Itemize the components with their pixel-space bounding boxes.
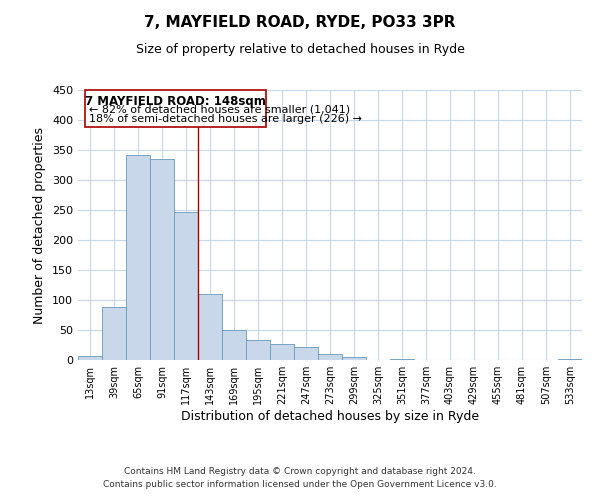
FancyBboxPatch shape [85,90,266,127]
Text: Contains HM Land Registry data © Crown copyright and database right 2024.: Contains HM Land Registry data © Crown c… [124,467,476,476]
Bar [198,294,222,360]
Y-axis label: Number of detached properties: Number of detached properties [34,126,46,324]
Text: 7 MAYFIELD ROAD: 148sqm: 7 MAYFIELD ROAD: 148sqm [85,96,266,108]
Bar [318,354,342,360]
Text: Size of property relative to detached houses in Ryde: Size of property relative to detached ho… [136,42,464,56]
Bar [102,306,126,360]
Bar [174,212,198,360]
Bar [294,347,318,360]
Bar [270,344,294,360]
Bar [126,155,150,360]
Text: ← 82% of detached houses are smaller (1,041): ← 82% of detached houses are smaller (1,… [89,104,350,115]
Bar [78,356,102,360]
Text: 7, MAYFIELD ROAD, RYDE, PO33 3PR: 7, MAYFIELD ROAD, RYDE, PO33 3PR [144,15,456,30]
X-axis label: Distribution of detached houses by size in Ryde: Distribution of detached houses by size … [181,410,479,423]
Text: 18% of semi-detached houses are larger (226) →: 18% of semi-detached houses are larger (… [89,114,362,124]
Bar [246,340,270,360]
Bar [150,159,174,360]
Bar [222,330,246,360]
Bar [342,357,366,360]
Text: Contains public sector information licensed under the Open Government Licence v3: Contains public sector information licen… [103,480,497,489]
